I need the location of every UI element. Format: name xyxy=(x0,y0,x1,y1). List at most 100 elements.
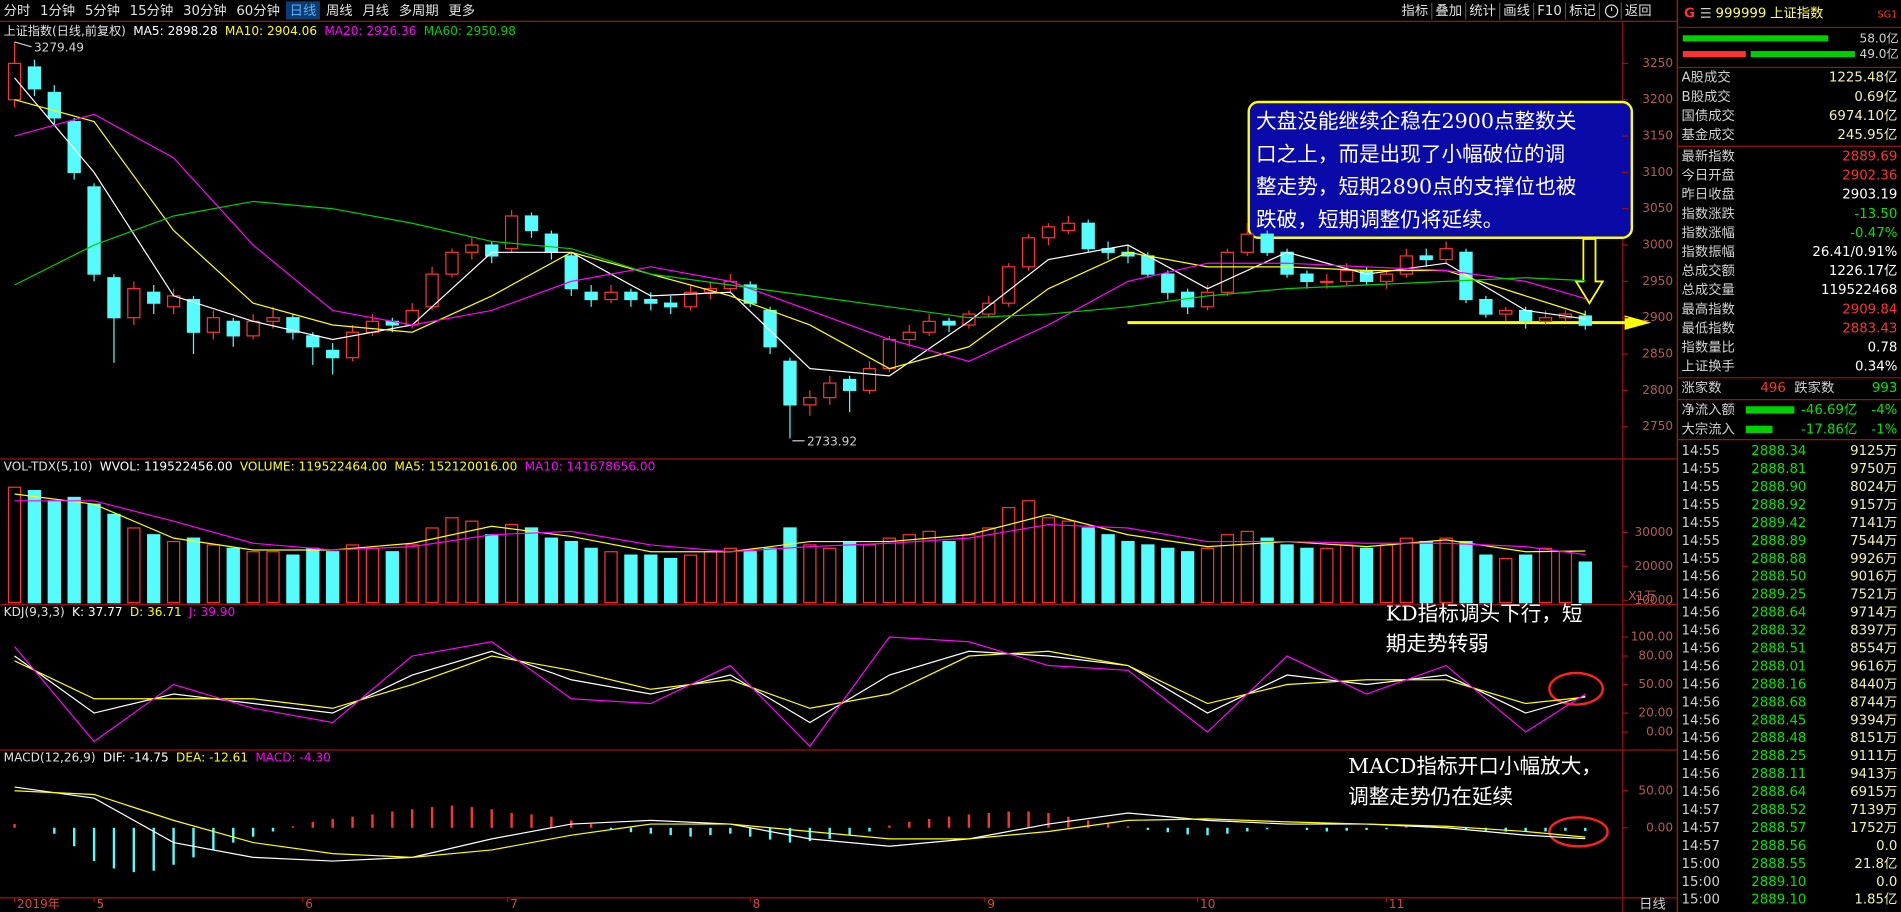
volume-bar xyxy=(306,547,320,604)
stat-value: 0.34% xyxy=(1855,360,1897,375)
candle-body xyxy=(1499,309,1513,315)
indicator-line xyxy=(14,786,1586,862)
tool-icon[interactable] xyxy=(1604,4,1619,18)
volume-bar xyxy=(1141,544,1155,604)
period-tab[interactable]: 分时 xyxy=(4,3,31,19)
flow-bar xyxy=(1745,425,1773,433)
trade-price: 2888.90 xyxy=(1751,480,1806,495)
candle-body xyxy=(1300,273,1314,282)
tool-button[interactable]: 叠加 xyxy=(1435,3,1462,19)
x-tick-label: 6 xyxy=(305,897,313,911)
trade-volume: 6915万 xyxy=(1850,785,1897,800)
trade-time: 14:56 xyxy=(1682,642,1720,657)
trade-price: 2888.32 xyxy=(1751,624,1806,639)
volume-bar xyxy=(1121,540,1135,604)
volume-bar xyxy=(1399,537,1414,604)
indicator-line xyxy=(14,790,1586,858)
period-tab[interactable]: 多周期 xyxy=(399,2,439,19)
trade-price: 2888.68 xyxy=(1751,695,1806,710)
trade-time: 14:57 xyxy=(1682,821,1720,836)
breadth-label: 跌家数 xyxy=(1794,379,1834,396)
legend-entry: MACD: -4.30 xyxy=(255,750,331,764)
y-tick-label: 3000 xyxy=(1642,238,1673,252)
candle-body xyxy=(564,255,578,290)
candle-body xyxy=(1459,251,1473,301)
ratio-bar xyxy=(1682,35,1829,42)
period-tab-highlight xyxy=(286,1,320,20)
candle-body xyxy=(1379,273,1394,282)
volume-bar xyxy=(1439,537,1453,604)
tool-button[interactable]: 画线 xyxy=(1503,3,1530,19)
indicator-line xyxy=(14,77,1586,377)
stat-value: 2903.19 xyxy=(1842,188,1897,203)
tool-button[interactable]: 指标 xyxy=(1402,3,1429,19)
legend-entry: MA10: 2904.06 xyxy=(225,24,317,38)
candle-body xyxy=(524,215,539,232)
trade-volume: 7521万 xyxy=(1850,588,1897,603)
period-tab[interactable]: 周线 xyxy=(326,3,353,19)
period-tab[interactable]: 1分钟 xyxy=(40,2,75,19)
stat-label: 最低指数 xyxy=(1682,320,1735,336)
trade-price: 2888.64 xyxy=(1751,785,1806,800)
candle-body xyxy=(1479,298,1493,315)
period-tab[interactable]: 月线 xyxy=(362,3,389,19)
menu-icon[interactable] xyxy=(1700,8,1711,18)
support-arrow xyxy=(1624,315,1652,330)
trade-time: 14:56 xyxy=(1682,731,1720,746)
period-tab[interactable]: 60分钟 xyxy=(236,2,280,19)
period-tab[interactable]: 日线 xyxy=(290,3,317,19)
volume-bar xyxy=(604,551,618,604)
panel-title: KDJ(9,3,3) xyxy=(4,605,65,619)
trade-volume: 9750万 xyxy=(1850,462,1897,477)
trade-price: 2888.55 xyxy=(1751,857,1806,872)
trade-volume: 7141万 xyxy=(1850,516,1897,531)
tool-button[interactable]: 统计 xyxy=(1469,3,1496,19)
volume-bar xyxy=(405,544,419,604)
trade-volume: 9125万 xyxy=(1850,444,1897,459)
trade-price: 2888.11 xyxy=(1751,767,1806,782)
volume-bar xyxy=(962,534,976,604)
flow-bar xyxy=(1745,406,1795,414)
candle-body xyxy=(147,291,161,304)
candle-body xyxy=(206,317,221,333)
candle-body xyxy=(544,233,559,253)
volume-bar xyxy=(1578,561,1592,604)
candle-body xyxy=(1002,266,1016,304)
volume-bar xyxy=(902,534,916,604)
stat-label: 指数涨跌 xyxy=(1682,206,1735,222)
volume-bar xyxy=(425,527,439,604)
period-tab[interactable]: 15分钟 xyxy=(130,2,174,19)
y-tick-label: 100.00 xyxy=(1631,630,1673,644)
y-tick-label: 3250 xyxy=(1642,56,1673,70)
volume-bar xyxy=(107,513,121,604)
back-button[interactable]: 返回 xyxy=(1625,3,1652,19)
flow-value: -46.69亿 xyxy=(1801,402,1857,418)
legend-entry: DEA: -12.61 xyxy=(176,750,248,764)
stat-label: 总成交额 xyxy=(1682,262,1735,279)
trade-volume: 9616万 xyxy=(1850,659,1897,674)
period-tab[interactable]: 更多 xyxy=(448,2,475,19)
trade-time: 14:55 xyxy=(1682,552,1720,567)
trade-volume: 7544万 xyxy=(1850,534,1897,549)
y-tick-label: 0.00 xyxy=(1646,725,1673,739)
volume-bar xyxy=(524,527,539,604)
period-tab[interactable]: 5分钟 xyxy=(85,2,120,19)
ratio-label: 58.0亿 xyxy=(1859,30,1898,45)
x-tick-label: 10 xyxy=(1200,897,1215,911)
trade-price: 2888.57 xyxy=(1751,821,1806,836)
trade-volume: 8151万 xyxy=(1850,731,1897,746)
ratio-bar xyxy=(1682,51,1746,58)
trade-price: 2888.92 xyxy=(1751,498,1806,513)
volume-bar xyxy=(1260,537,1274,604)
flow-label: 净流入额 xyxy=(1682,402,1735,418)
trade-volume: 9157万 xyxy=(1850,498,1897,513)
volume-bar xyxy=(266,551,280,604)
period-tab[interactable]: 30分钟 xyxy=(183,2,227,19)
volume-bar xyxy=(206,544,221,604)
trade-price: 2888.81 xyxy=(1751,462,1806,477)
candle-body xyxy=(862,367,877,391)
tool-button[interactable]: F10 xyxy=(1537,4,1562,19)
tool-button[interactable]: 标记 xyxy=(1569,3,1596,19)
indicator-line xyxy=(14,636,1586,748)
candle-body xyxy=(87,186,101,275)
